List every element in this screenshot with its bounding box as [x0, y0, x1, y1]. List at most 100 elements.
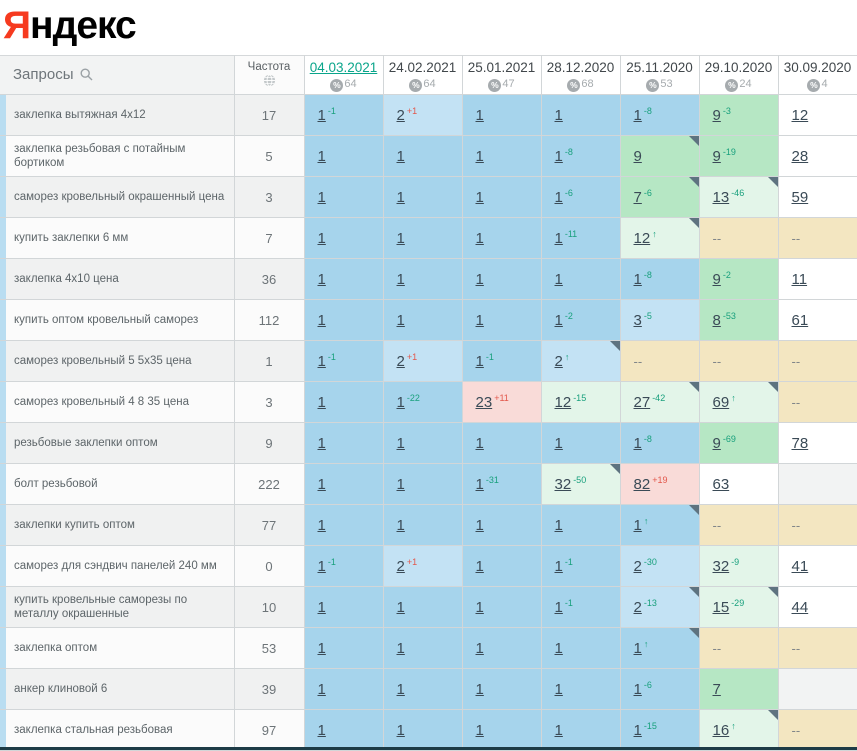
position-value[interactable]: 32 [712, 557, 730, 575]
position-cell[interactable]: 1 [304, 668, 384, 710]
position-cell[interactable]: 78 [778, 422, 857, 464]
position-value[interactable]: 1 [475, 557, 484, 575]
position-cell[interactable]: 41 [778, 545, 857, 587]
position-value[interactable]: 32 [554, 475, 572, 493]
position-cell[interactable]: 1 [462, 422, 542, 464]
position-value[interactable]: 59 [791, 188, 809, 206]
position-value[interactable]: 28 [791, 147, 809, 165]
position-cell[interactable]: 8 -53 [699, 299, 779, 341]
position-cell[interactable]: 1 [383, 258, 463, 300]
position-value[interactable]: 9 [633, 147, 642, 165]
position-value[interactable]: 1 [554, 721, 563, 739]
position-value[interactable]: 1 [554, 229, 563, 247]
position-value[interactable]: 9 [712, 106, 721, 124]
position-value[interactable]: 1 [317, 393, 326, 411]
position-value[interactable]: 7 [633, 188, 642, 206]
position-value[interactable]: 1 [396, 393, 405, 411]
position-cell[interactable]: 1 [541, 627, 621, 669]
position-cell[interactable]: 1 -1 [541, 586, 621, 628]
position-cell[interactable]: 1 -6 [620, 668, 700, 710]
position-value[interactable]: 1 [633, 270, 642, 288]
position-value[interactable]: 1 [554, 516, 563, 534]
position-cell[interactable]: 59 [778, 176, 857, 218]
position-cell[interactable]: 1 [462, 299, 542, 341]
position-cell[interactable]: 1 -1 [304, 340, 384, 382]
position-cell[interactable]: 28 [778, 135, 857, 177]
position-value[interactable]: 1 [475, 270, 484, 288]
position-value[interactable]: 1 [475, 188, 484, 206]
position-cell[interactable]: 12 ↑ [620, 217, 700, 259]
position-value[interactable]: 1 [317, 147, 326, 165]
position-cell[interactable]: 3 -5 [620, 299, 700, 341]
position-cell[interactable]: 1 [304, 422, 384, 464]
position-value[interactable]: 12 [633, 229, 651, 247]
position-value[interactable]: 1 [317, 188, 326, 206]
position-cell[interactable]: 82 +19 [620, 463, 700, 505]
position-cell[interactable]: 9 -19 [699, 135, 779, 177]
position-value[interactable]: 11 [791, 270, 808, 288]
position-value[interactable]: 1 [554, 434, 563, 452]
position-cell[interactable]: 1 [304, 627, 384, 669]
position-value[interactable]: 1 [396, 516, 405, 534]
queries-column-header[interactable]: Запросы [0, 55, 235, 95]
position-cell[interactable]: 1 [383, 463, 463, 505]
position-cell[interactable]: 1 [304, 258, 384, 300]
position-value[interactable]: 1 [317, 270, 326, 288]
position-cell[interactable]: 1 [304, 176, 384, 218]
position-cell[interactable]: 44 [778, 586, 857, 628]
position-cell[interactable]: 1 [462, 217, 542, 259]
position-cell[interactable]: 1 [304, 504, 384, 546]
position-value[interactable]: 13 [712, 188, 730, 206]
position-value[interactable]: 1 [475, 229, 484, 247]
position-cell[interactable]: 2 +1 [383, 340, 463, 382]
position-value[interactable]: 1 [317, 475, 326, 493]
position-cell[interactable]: 1 [462, 668, 542, 710]
position-value[interactable]: 1 [317, 680, 326, 698]
position-value[interactable]: 27 [633, 393, 651, 411]
position-value[interactable]: 1 [396, 680, 405, 698]
position-cell[interactable]: 1 -2 [541, 299, 621, 341]
position-value[interactable]: 78 [791, 434, 809, 452]
position-cell[interactable]: 1 [462, 586, 542, 628]
position-cell[interactable]: 1 [541, 258, 621, 300]
position-cell[interactable]: 1 ↑ [620, 627, 700, 669]
position-cell[interactable]: 1 [541, 422, 621, 464]
position-cell[interactable]: 1 [462, 709, 542, 751]
position-value[interactable]: 1 [475, 147, 484, 165]
position-value[interactable]: 69 [712, 393, 730, 411]
position-cell[interactable]: 1 [304, 135, 384, 177]
position-value[interactable]: 3 [633, 311, 642, 329]
position-cell[interactable]: 1 [462, 258, 542, 300]
position-value[interactable]: 8 [712, 311, 721, 329]
position-value[interactable]: 12 [554, 393, 572, 411]
position-cell[interactable]: 11 [778, 258, 857, 300]
position-cell[interactable]: 1 [541, 94, 621, 136]
position-value[interactable]: 1 [475, 516, 484, 534]
position-cell[interactable]: 1 -8 [620, 422, 700, 464]
position-value[interactable]: 1 [633, 516, 642, 534]
position-value[interactable]: 1 [475, 721, 484, 739]
position-cell[interactable]: 9 -2 [699, 258, 779, 300]
date-link[interactable]: 30.09.2020 [783, 60, 852, 75]
position-value[interactable]: 16 [712, 721, 730, 739]
position-value[interactable]: 1 [317, 352, 326, 370]
position-value[interactable]: 1 [396, 311, 405, 329]
position-value[interactable]: 61 [791, 311, 809, 329]
date-link[interactable]: 24.02.2021 [388, 60, 457, 75]
position-cell[interactable]: 2 -13 [620, 586, 700, 628]
position-cell[interactable]: 23 +11 [462, 381, 542, 423]
position-value[interactable]: 2 [633, 598, 642, 616]
position-value[interactable]: 1 [317, 311, 326, 329]
position-value[interactable]: 2 [396, 106, 405, 124]
position-cell[interactable]: 1 -1 [462, 340, 542, 382]
position-value[interactable]: 44 [791, 598, 809, 616]
position-cell[interactable]: 1 [383, 217, 463, 259]
position-cell[interactable]: 1 -8 [541, 135, 621, 177]
search-icon[interactable] [79, 67, 93, 85]
position-value[interactable]: 7 [712, 680, 721, 698]
position-cell[interactable]: 1 [304, 299, 384, 341]
position-cell[interactable]: 32 -50 [541, 463, 621, 505]
position-value[interactable]: 1 [317, 557, 326, 575]
position-cell[interactable]: 1 -31 [462, 463, 542, 505]
position-cell[interactable]: 27 -42 [620, 381, 700, 423]
